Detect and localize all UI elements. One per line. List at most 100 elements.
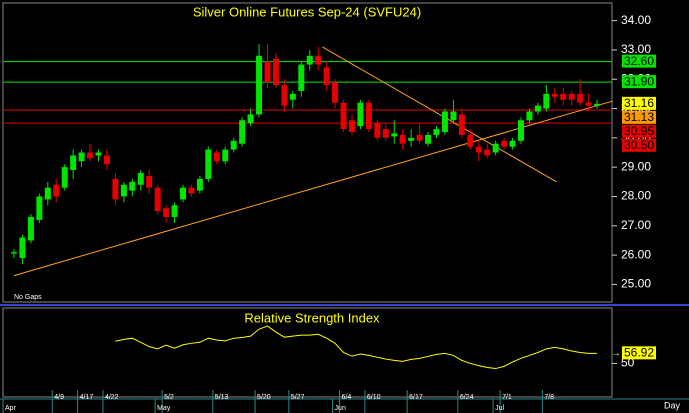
x-tick-label: 5/13 xyxy=(215,394,229,401)
level-label: 31.13 xyxy=(624,110,654,124)
x-tick-label: 5/2 xyxy=(164,394,174,401)
x-tick-label: 4/22 xyxy=(105,394,119,401)
candle-body xyxy=(137,173,144,185)
candle-body xyxy=(585,102,592,106)
candle-body xyxy=(365,102,372,130)
candle-body xyxy=(53,184,60,197)
x-tick-label: 4/9 xyxy=(54,394,64,401)
y-tick-label: 29.00 xyxy=(621,159,651,173)
candle-body xyxy=(272,58,279,86)
level-marker xyxy=(622,110,656,124)
candle-body xyxy=(196,178,203,191)
candle-body xyxy=(492,143,499,153)
x-tick-label: 6/10 xyxy=(367,394,381,401)
level-marker xyxy=(622,124,656,138)
last-value-label: 56.92 xyxy=(624,346,654,360)
candle-body xyxy=(332,82,339,103)
candle-body xyxy=(95,152,102,156)
candle-body xyxy=(450,111,457,121)
candle-body xyxy=(568,93,575,100)
candle-body xyxy=(416,134,423,141)
candle-body xyxy=(433,129,440,135)
y-tick-label: 28.00 xyxy=(621,189,651,203)
no-gaps-note: No Gaps xyxy=(14,294,42,301)
candle-body xyxy=(281,85,288,106)
x-tick-label: 6/24 xyxy=(460,394,474,401)
candle-body xyxy=(425,134,432,144)
x-tick-label: 6/4 xyxy=(342,394,352,401)
candle-body xyxy=(484,149,491,156)
candle-body xyxy=(306,55,313,65)
candle-body xyxy=(399,134,406,144)
x-tick-label: 4/17 xyxy=(80,394,94,401)
candle-body xyxy=(78,152,85,162)
candle-body xyxy=(289,93,296,100)
last-arrow: → xyxy=(611,348,621,359)
candle-body xyxy=(441,111,448,132)
candle-body xyxy=(129,181,136,191)
y-tick-label: 26.00 xyxy=(621,247,651,261)
candle-body xyxy=(61,167,68,188)
candle-body xyxy=(340,102,347,130)
x-tick-label: 7/1 xyxy=(502,394,512,401)
candle-body xyxy=(357,102,364,127)
y-tick-label: 25.00 xyxy=(621,277,651,291)
candle-body xyxy=(543,93,550,109)
candle-body xyxy=(27,216,34,241)
candle-body xyxy=(154,187,161,212)
level-label: 31.90 xyxy=(624,74,654,88)
x-unit: Day xyxy=(664,400,681,410)
month-label: Jun xyxy=(335,405,346,412)
candle-body xyxy=(298,64,305,91)
candle-body xyxy=(205,149,212,179)
candle-body xyxy=(391,133,398,137)
candle-body xyxy=(11,252,17,254)
candle-body xyxy=(171,205,178,217)
x-tick-label: 5/27 xyxy=(291,394,305,401)
candle-body xyxy=(458,114,465,135)
candle-body xyxy=(103,155,110,165)
trendline xyxy=(13,100,613,277)
candle-body xyxy=(475,146,482,153)
main-panel xyxy=(2,2,613,303)
candle-body xyxy=(146,175,153,188)
level-marker xyxy=(622,96,656,110)
level-marker xyxy=(622,138,656,152)
candle-body xyxy=(467,134,474,147)
level-marker xyxy=(622,54,656,68)
level-label: 30.50 xyxy=(624,138,654,152)
chart-title: Silver Online Futures Sep-24 (SVFU24) xyxy=(193,4,421,19)
month-label: Jul xyxy=(495,405,504,412)
candle-body xyxy=(323,67,330,86)
candle-body xyxy=(213,152,220,162)
candle-body xyxy=(551,93,558,97)
level-label: 32.60 xyxy=(624,54,654,68)
month-label: Apr xyxy=(5,405,17,412)
candle-body xyxy=(509,140,516,147)
candle-body xyxy=(188,187,195,194)
trendline xyxy=(322,46,557,183)
candle-body xyxy=(349,120,355,132)
x-tick-label: 5/20 xyxy=(257,394,271,401)
y-tick-label: 34.00 xyxy=(621,13,651,27)
candle-body xyxy=(222,149,229,162)
candle-body xyxy=(518,120,524,141)
rsi-title: Relative Strength Index xyxy=(244,310,380,325)
level-label: 31.16 xyxy=(624,96,654,110)
candle-body xyxy=(180,187,186,200)
rsi-line xyxy=(115,325,598,370)
candle-body xyxy=(560,93,567,100)
candle-body xyxy=(44,187,51,200)
candle-body xyxy=(264,61,271,83)
candle-body xyxy=(526,111,533,121)
candle-body xyxy=(19,237,26,259)
month-label: May xyxy=(157,405,171,412)
rsi-panel xyxy=(2,307,613,398)
candle-body xyxy=(87,152,94,159)
y-tick-label: 27.00 xyxy=(621,218,651,232)
last-value-marker xyxy=(622,346,656,360)
level-marker xyxy=(622,75,656,89)
candle-body xyxy=(239,120,246,144)
candle-body xyxy=(230,140,237,150)
